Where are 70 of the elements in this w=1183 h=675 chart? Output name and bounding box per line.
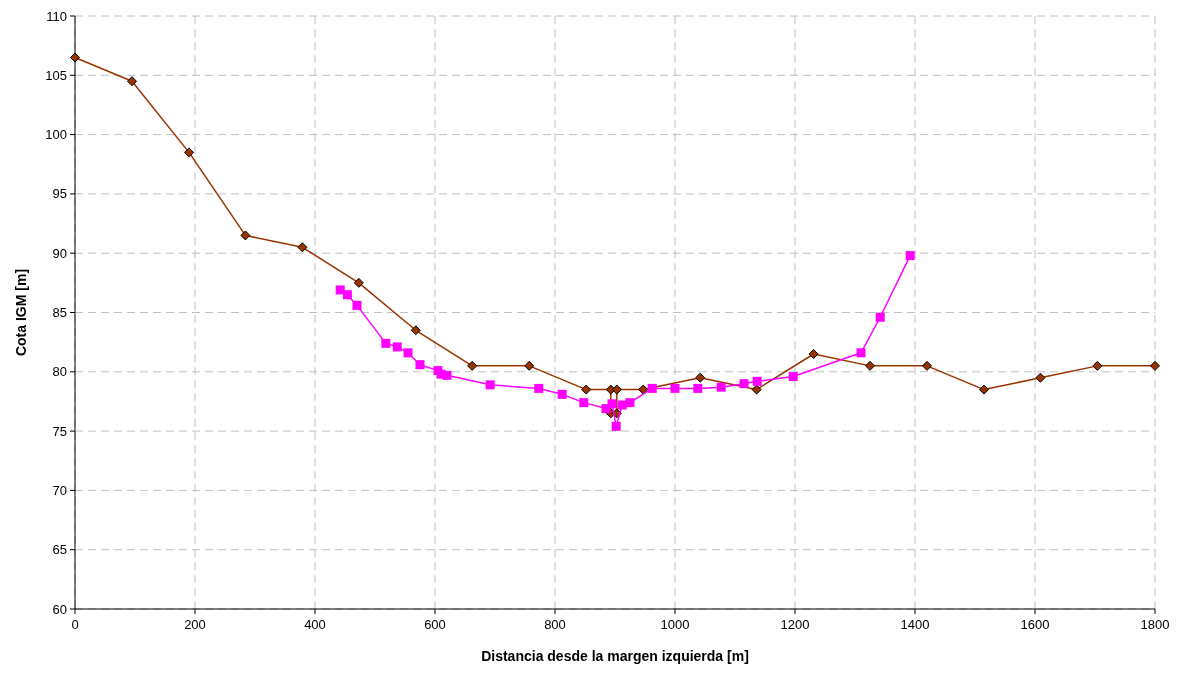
- point: [579, 398, 589, 408]
- point: [751, 384, 762, 395]
- point: [410, 325, 421, 336]
- x-tick-label: 1800: [1140, 617, 1170, 632]
- point: [297, 242, 308, 253]
- point: [670, 383, 680, 393]
- y-tick-label: 90: [52, 245, 67, 261]
- y-tick-label: 95: [52, 186, 67, 202]
- x-tick-label: 600: [424, 617, 446, 632]
- point: [127, 76, 137, 87]
- point: [240, 230, 251, 241]
- x-tick-label: 1600: [1020, 617, 1050, 632]
- point: [1035, 372, 1046, 383]
- point: [611, 384, 622, 395]
- x-axis-title: Distancia desde la margen izquierda [m]: [481, 648, 749, 664]
- y-tick-label: 60: [52, 601, 67, 617]
- y-tick-label: 70: [52, 482, 67, 498]
- x-tick-label: 1000: [660, 617, 690, 632]
- point: [752, 376, 762, 386]
- point: [693, 383, 703, 393]
- x-tick-label: 1200: [780, 617, 810, 632]
- point: [617, 400, 627, 410]
- point: [442, 370, 452, 380]
- point: [184, 147, 194, 158]
- x-tick-label: 400: [304, 617, 326, 632]
- point: [534, 383, 544, 393]
- y-tick-label: 105: [45, 67, 67, 83]
- y-tick-label: 110: [46, 8, 67, 24]
- point: [581, 384, 592, 395]
- point: [415, 360, 425, 370]
- point: [607, 399, 617, 409]
- point: [485, 380, 495, 390]
- point: [467, 360, 478, 371]
- point: [611, 421, 621, 431]
- point: [403, 348, 413, 358]
- x-tick-label: 0: [71, 617, 79, 632]
- y-tick-label: 75: [52, 423, 67, 439]
- point: [695, 372, 706, 383]
- x-tick-label: 800: [544, 617, 566, 632]
- point: [788, 372, 798, 382]
- point: [739, 379, 749, 389]
- point: [557, 389, 567, 399]
- point: [638, 384, 649, 395]
- x-tick-label: 1400: [900, 617, 930, 632]
- point: [647, 383, 657, 393]
- point: [524, 360, 535, 371]
- point: [353, 277, 364, 288]
- point: [808, 349, 819, 360]
- point: [381, 338, 391, 348]
- y-tick-label: 100: [45, 127, 67, 143]
- point: [392, 342, 402, 352]
- y-tick-label: 65: [52, 542, 67, 558]
- point: [342, 290, 352, 300]
- point: [1150, 360, 1160, 371]
- y-tick-label: 80: [52, 364, 67, 380]
- point: [905, 251, 915, 261]
- point: [625, 398, 635, 408]
- x-tick-label: 200: [184, 617, 206, 632]
- point: [875, 312, 885, 322]
- point: [979, 384, 989, 395]
- point: [70, 52, 80, 63]
- point: [865, 360, 875, 371]
- y-axis-title: Cota IGM [m]: [13, 268, 29, 357]
- point: [352, 300, 362, 310]
- point: [1092, 360, 1103, 371]
- point: [335, 285, 345, 295]
- point: [922, 360, 932, 371]
- y-tick-label: 85: [52, 305, 67, 321]
- point: [856, 348, 866, 358]
- point: [716, 382, 726, 392]
